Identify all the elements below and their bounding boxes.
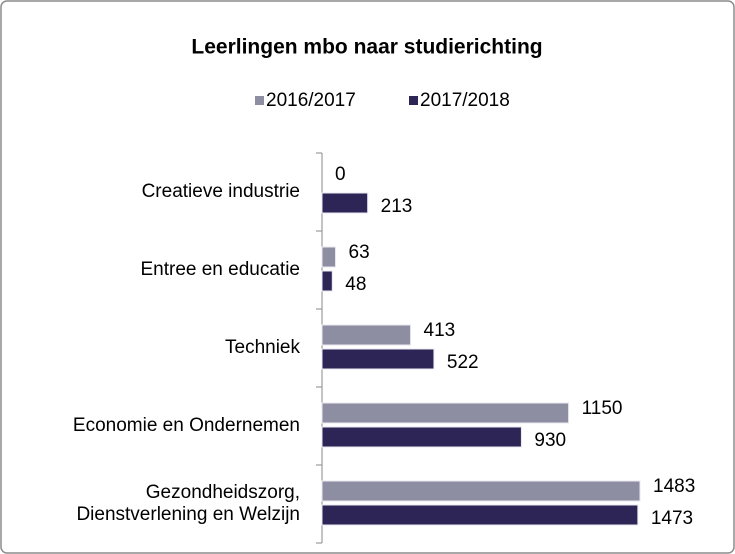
bar bbox=[321, 270, 333, 292]
value-label: 413 bbox=[424, 320, 456, 341]
bar bbox=[321, 246, 337, 268]
category-label: Entree en educatie bbox=[140, 259, 300, 280]
category-label: Gezondheidszorg, Dienstverlening en Welzi… bbox=[76, 482, 300, 525]
category-label: Creatieve industrie bbox=[142, 181, 300, 202]
category-label: Economie en Ondernemen bbox=[73, 415, 300, 436]
value-label: 213 bbox=[381, 196, 413, 217]
bar bbox=[321, 504, 639, 526]
category-label: Techniek bbox=[225, 337, 300, 358]
bar bbox=[321, 426, 522, 448]
legend-label: 2017/2018 bbox=[420, 90, 510, 111]
bar bbox=[321, 324, 412, 346]
bar bbox=[321, 402, 570, 424]
chart-title: Leerlingen mbo naar studierichting bbox=[191, 36, 542, 59]
legend-label: 2016/2017 bbox=[266, 90, 356, 111]
legend-swatch bbox=[255, 96, 264, 105]
bar bbox=[321, 348, 435, 370]
legend-swatch bbox=[409, 96, 418, 105]
value-label: 1483 bbox=[653, 476, 695, 497]
value-label: 48 bbox=[345, 274, 366, 295]
value-label: 930 bbox=[534, 430, 566, 451]
value-label: 63 bbox=[349, 242, 370, 263]
value-label: 1150 bbox=[582, 398, 623, 419]
bar bbox=[321, 192, 369, 214]
value-label: 0 bbox=[335, 164, 346, 185]
value-label: 522 bbox=[447, 352, 479, 373]
bar bbox=[321, 480, 641, 502]
value-label: 1473 bbox=[651, 508, 693, 529]
